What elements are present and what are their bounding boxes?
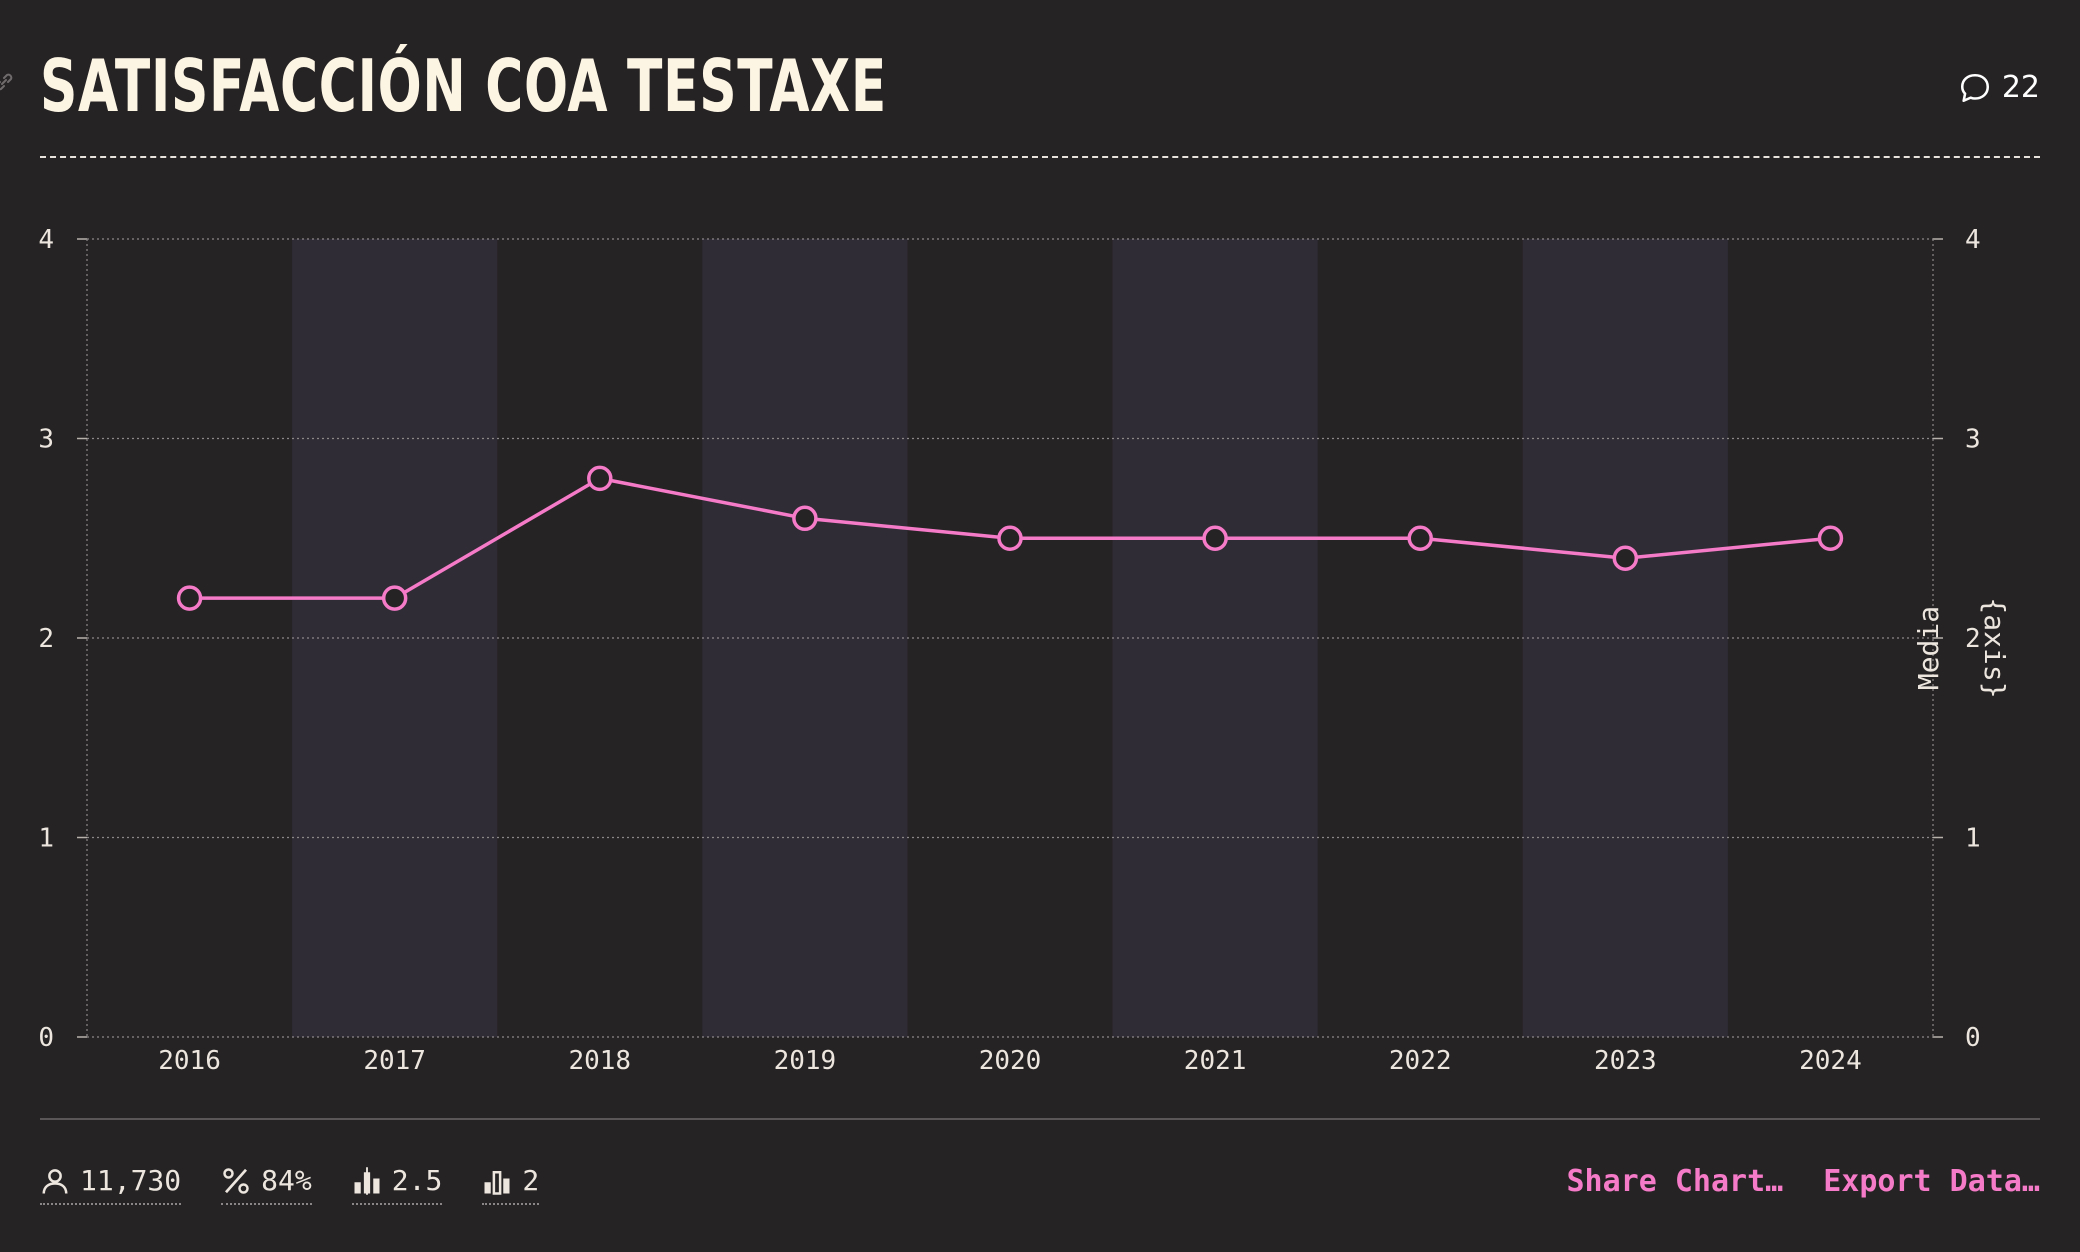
y-tick-label-right: 4 <box>1965 225 1981 255</box>
y-tick-label: 4 <box>38 225 54 255</box>
person-icon <box>42 1168 68 1194</box>
share-chart-button[interactable]: Share Chart… <box>1566 1164 1784 1199</box>
stat-mode[interactable]: 2 <box>482 1164 540 1205</box>
x-tick-label: 2024 <box>1799 1046 1862 1076</box>
data-point <box>1202 525 1228 551</box>
export-data-button[interactable]: Export Data… <box>1823 1164 2040 1199</box>
actions-bar: Share Chart… Export Data… <box>1567 1164 2041 1199</box>
x-tick-label: 2016 <box>158 1046 221 1076</box>
stat-value: 11,730 <box>80 1164 182 1197</box>
footer-divider <box>40 1118 2040 1120</box>
comment-count: 22 <box>2001 70 2040 105</box>
data-point <box>176 585 203 611</box>
x-tick-label: 2019 <box>774 1046 837 1076</box>
link-icon[interactable] <box>0 70 16 94</box>
y-tick-label-right: 3 <box>1965 425 1981 455</box>
stat-value: 2 <box>522 1164 540 1197</box>
stat-percent[interactable]: 84% <box>221 1164 312 1205</box>
bar-mode-icon <box>484 1170 510 1195</box>
data-point <box>997 525 1023 551</box>
data-point <box>1407 525 1433 551</box>
data-point <box>381 585 408 611</box>
stat-median[interactable]: 2.5 <box>351 1164 443 1205</box>
x-tick-label: 2023 <box>1594 1046 1657 1076</box>
y-tick-label: 3 <box>38 425 54 455</box>
percent-icon <box>223 1167 249 1194</box>
y-tick-label: 2 <box>38 624 54 654</box>
stat-value: 2.5 <box>391 1164 443 1197</box>
y-tick-label: 1 <box>38 824 54 854</box>
y-tick-label-right: 1 <box>1965 824 1981 854</box>
page-title: SATISFACCIÓN COA TESTAXE <box>40 44 888 128</box>
stat-value: 84% <box>261 1164 312 1197</box>
x-tick-label: 2021 <box>1184 1046 1247 1076</box>
y-tick-label-right: 2 <box>1965 624 1981 654</box>
data-point <box>587 465 613 492</box>
stats-bar: 11,730 84% 2.5 2 <box>40 1164 540 1205</box>
title-divider <box>40 156 2040 158</box>
y-tick-label-right: 0 <box>1965 1023 1981 1053</box>
x-tick-label: 2018 <box>568 1046 631 1076</box>
x-tick-label: 2022 <box>1389 1046 1452 1076</box>
x-tick-label: 2020 <box>979 1046 1042 1076</box>
x-tick-label: 2017 <box>363 1046 426 1076</box>
bar-median-icon <box>354 1166 380 1195</box>
y-axis-title-right: Media <box>1912 606 1945 690</box>
line-chart: 0 0 1 1 2 2 3 3 4 4 2016 2017 2018 2019 2020 2021 2022 20… <box>38 225 2011 1076</box>
data-point <box>792 505 818 532</box>
data-point <box>1817 525 1844 551</box>
comments-button[interactable]: 22 <box>1958 70 2040 105</box>
stat-respondents[interactable]: 11,730 <box>40 1164 182 1205</box>
speech-bubble-icon <box>1960 73 1989 102</box>
y-axis-title-right-2: {axis} <box>1978 597 2011 698</box>
data-point <box>1612 545 1639 571</box>
y-tick-label: 0 <box>38 1023 54 1053</box>
